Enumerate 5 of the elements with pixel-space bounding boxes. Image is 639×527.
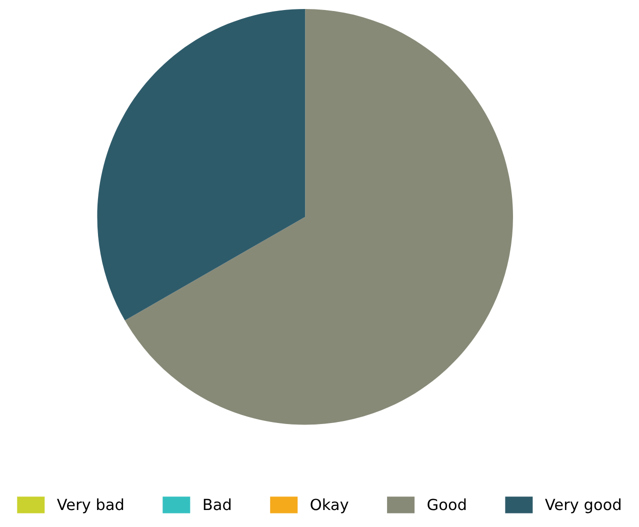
legend-label: Good xyxy=(428,498,466,510)
legend-label: Okay xyxy=(310,498,348,514)
legend-label: Very good xyxy=(545,498,620,514)
legend-label: Bad xyxy=(204,498,231,510)
legend-label: Very bad xyxy=(56,498,124,514)
